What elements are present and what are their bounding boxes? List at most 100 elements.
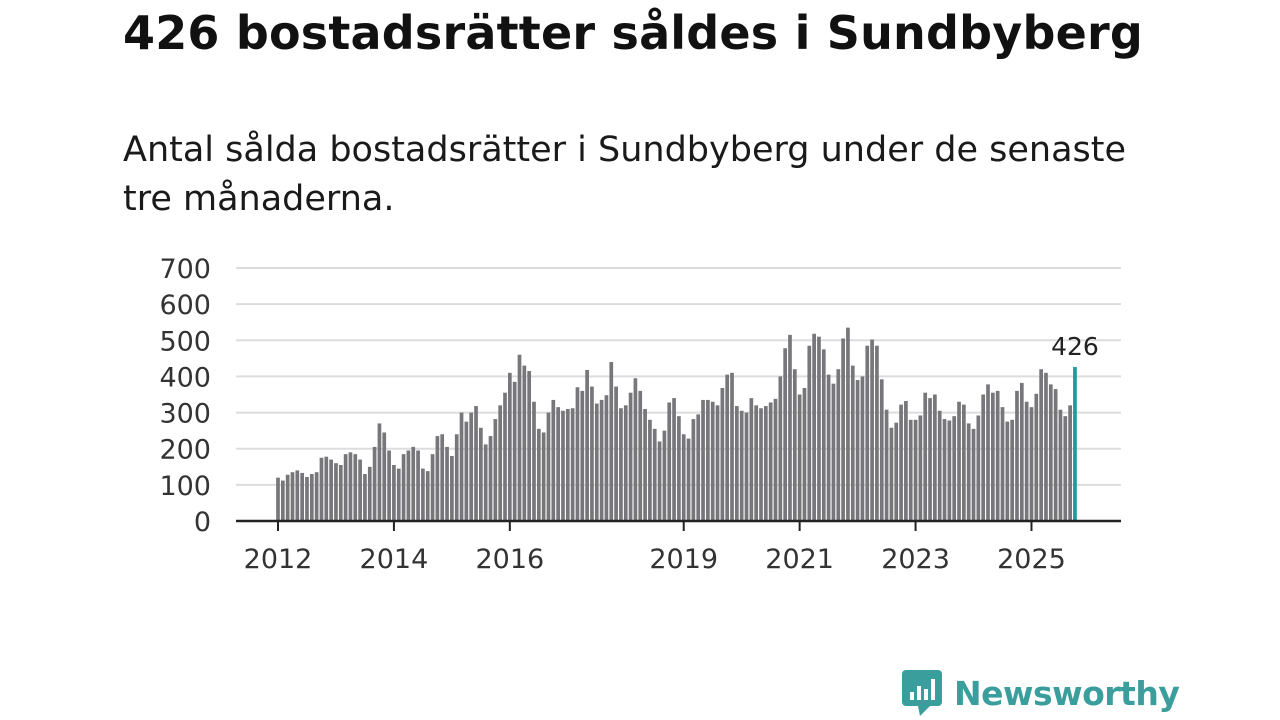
bar — [952, 416, 957, 521]
bar — [488, 436, 493, 521]
bar — [1029, 407, 1034, 521]
bar — [551, 399, 556, 521]
bar — [995, 390, 1000, 521]
bar — [681, 434, 686, 521]
bar — [720, 387, 725, 521]
bar — [817, 336, 821, 521]
bar-labels: 426 — [1051, 332, 1099, 361]
bar — [295, 470, 300, 521]
bar — [643, 408, 647, 521]
bar — [812, 333, 816, 521]
bar — [532, 401, 536, 521]
bar — [517, 354, 522, 521]
bar — [387, 450, 391, 521]
bar — [1005, 421, 1010, 521]
bar — [966, 423, 971, 521]
bar — [372, 446, 377, 521]
bar — [305, 476, 309, 521]
bar — [619, 408, 623, 521]
bar — [947, 420, 952, 521]
bar — [710, 401, 715, 521]
bar — [633, 378, 638, 521]
bar — [923, 392, 928, 521]
bar — [1034, 393, 1039, 521]
bar — [358, 459, 362, 521]
bar — [575, 387, 580, 521]
bar — [556, 407, 560, 521]
y-tick-label: 300 — [159, 399, 211, 430]
bar-highlight — [1073, 367, 1077, 521]
bar — [382, 432, 387, 521]
bar — [807, 345, 812, 521]
bar — [783, 348, 787, 521]
bar — [392, 464, 396, 521]
bar — [1048, 384, 1053, 521]
bar — [363, 474, 367, 521]
bar — [609, 361, 614, 521]
bar — [503, 392, 507, 521]
bar — [599, 399, 604, 521]
bar — [483, 444, 488, 521]
x-tick-label: 2014 — [360, 544, 429, 575]
x-tick-label: 2012 — [244, 544, 313, 575]
bar — [836, 369, 841, 521]
bar — [561, 410, 565, 521]
bar — [1000, 407, 1005, 521]
bar — [590, 386, 594, 521]
bar — [276, 477, 280, 521]
bar — [527, 371, 532, 521]
bar — [585, 369, 589, 521]
bar — [802, 387, 807, 521]
bar — [657, 441, 662, 521]
brand-logo: Newsworthy — [902, 670, 1180, 716]
bar — [1024, 401, 1029, 521]
bar — [623, 405, 628, 521]
x-tick-label: 2021 — [765, 544, 834, 575]
bar — [730, 372, 734, 521]
y-tick-label: 100 — [159, 471, 211, 502]
bar — [788, 334, 792, 521]
bar — [846, 327, 850, 521]
bar — [290, 472, 295, 521]
y-tick-label: 700 — [159, 254, 211, 285]
bar — [464, 421, 469, 521]
y-tick-label: 600 — [159, 290, 211, 321]
bar — [904, 401, 908, 521]
bar — [648, 419, 652, 521]
y-tick-label: 500 — [159, 326, 211, 357]
bar — [715, 405, 720, 521]
bar — [454, 434, 459, 521]
bar — [797, 394, 802, 521]
bar — [638, 390, 643, 521]
bar — [957, 401, 961, 521]
bar — [696, 414, 701, 521]
bar — [300, 472, 304, 521]
bar — [377, 423, 382, 521]
bar — [1068, 405, 1072, 521]
bar — [1015, 390, 1019, 521]
bar — [652, 428, 657, 521]
bar — [1063, 416, 1068, 521]
bar — [1010, 419, 1015, 521]
bar — [469, 412, 474, 521]
bar — [850, 365, 855, 521]
bar — [706, 399, 710, 521]
bar — [324, 456, 329, 521]
bar — [416, 450, 420, 521]
bar — [976, 415, 981, 521]
bar — [493, 419, 498, 521]
bar — [759, 408, 763, 521]
bar — [474, 406, 478, 521]
bar — [580, 390, 585, 521]
bar — [686, 438, 691, 521]
bar — [450, 455, 454, 521]
bar — [367, 466, 372, 521]
bar — [421, 468, 425, 521]
highlight-bar-label: 426 — [1051, 332, 1099, 361]
bar — [933, 394, 937, 521]
bar — [479, 427, 483, 521]
bar — [937, 410, 942, 521]
bar — [701, 399, 705, 521]
newsworthy-logo-icon — [902, 670, 942, 716]
